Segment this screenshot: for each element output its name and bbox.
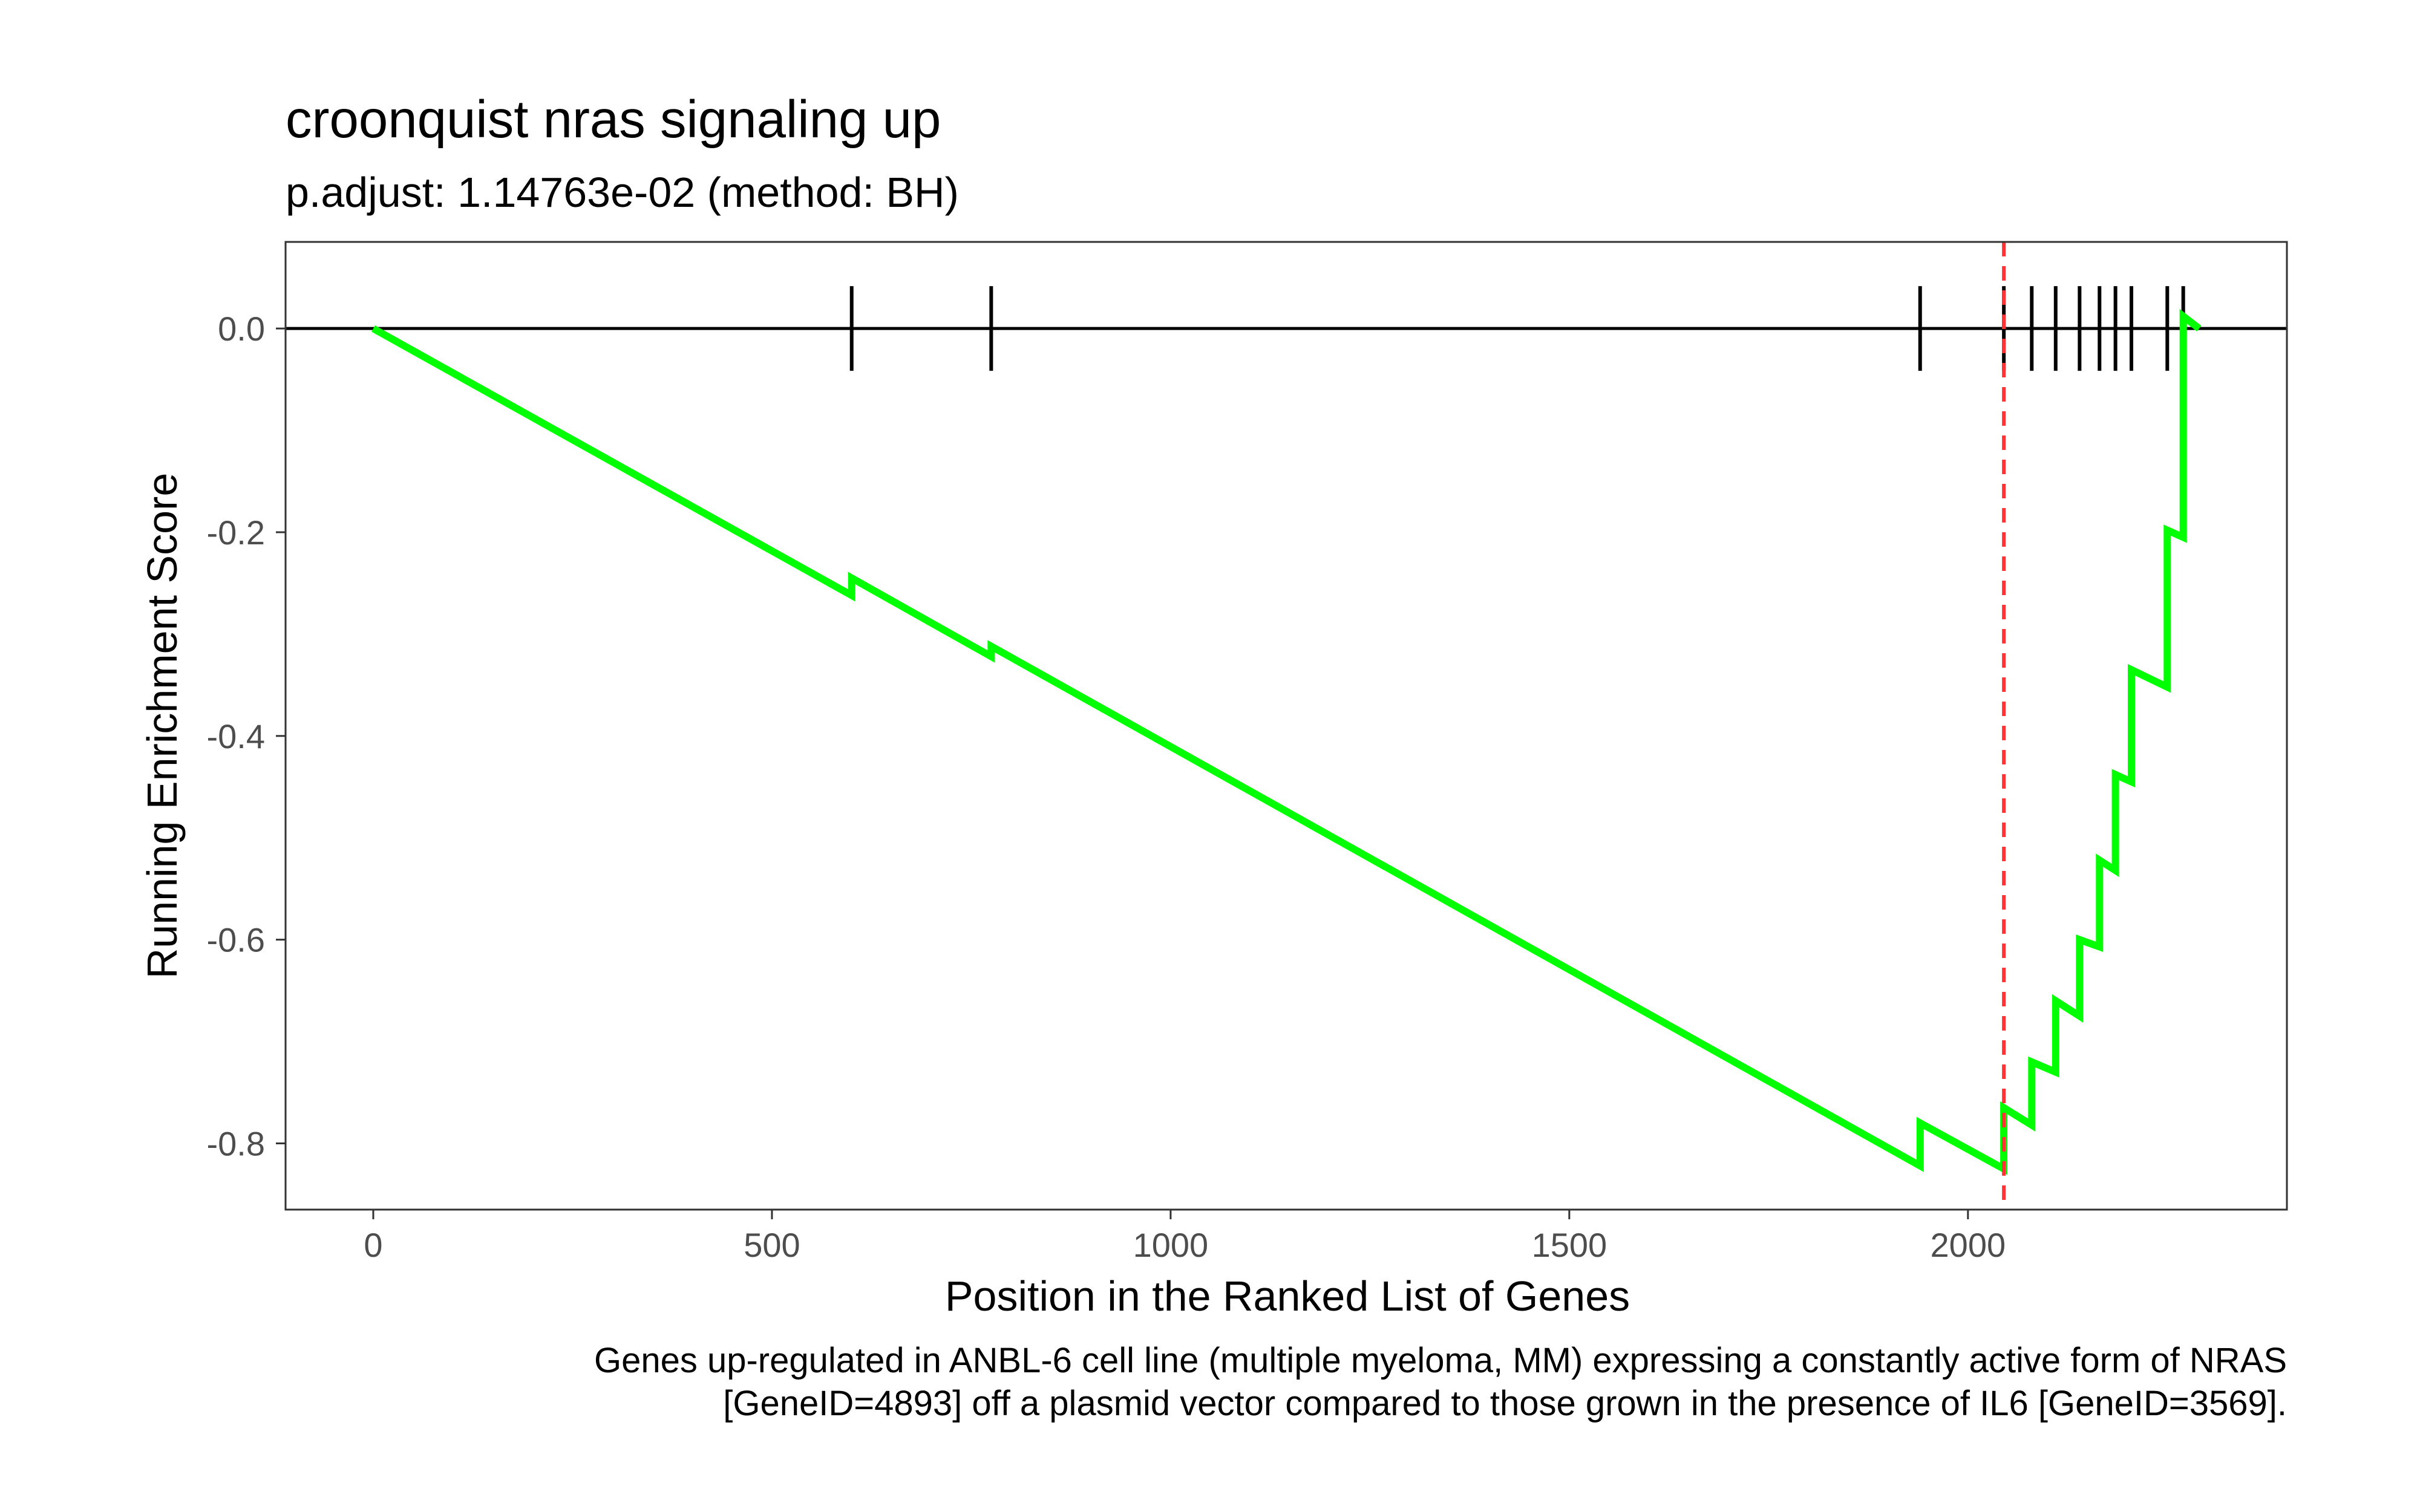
chart-title: croonquist nras signaling up [286, 90, 941, 149]
x-tick-label: 1500 [1532, 1226, 1607, 1264]
y-tick-label: -0.8 [207, 1125, 266, 1163]
y-axis-label: Running Enrichment Score [139, 473, 186, 979]
panel-border [284, 241, 2288, 1211]
enrichment-score-line [371, 308, 2202, 1175]
x-tick-label: 1000 [1133, 1226, 1209, 1264]
y-tick-label: -0.4 [207, 717, 266, 755]
y-tick-label: -0.2 [207, 513, 266, 552]
y-tick-label: 0.0 [218, 310, 265, 348]
caption-line-1: Genes up-regulated in ANBL-6 cell line (… [594, 1341, 2287, 1380]
caption-line-2: [GeneID=4893] off a plasmid vector compa… [723, 1383, 2287, 1423]
chart-caption: Genes up-regulated in ANBL-6 cell line (… [594, 1340, 2287, 1426]
x-axis-label: Position in the Ranked List of Genes [945, 1272, 1630, 1320]
x-tick-label: 2000 [1931, 1226, 2006, 1264]
x-tick-label: 0 [364, 1226, 382, 1264]
x-tick-label: 500 [744, 1226, 800, 1264]
chart-subtitle: p.adjust: 1.14763e-02 (method: BH) [286, 169, 959, 216]
y-tick-label: -0.6 [207, 921, 266, 959]
